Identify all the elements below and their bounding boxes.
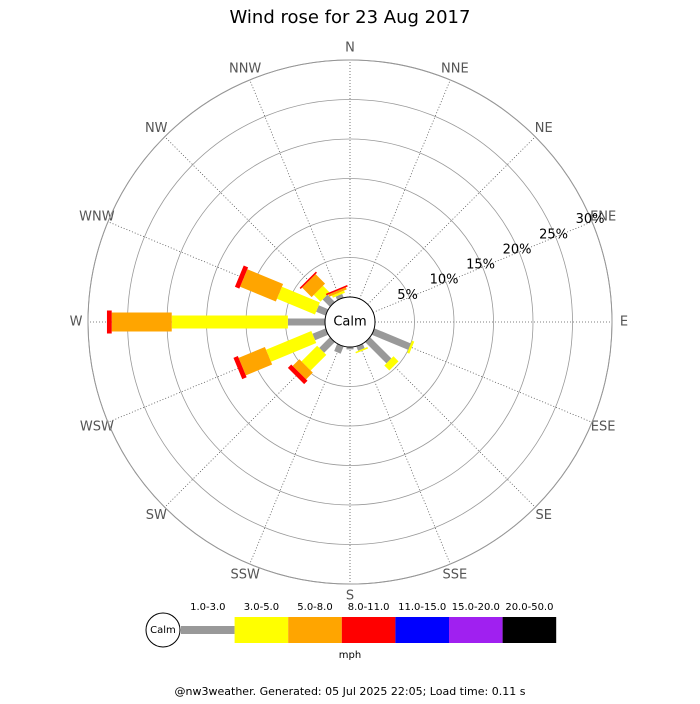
rose-segment [356, 343, 365, 351]
legend-swatch [181, 626, 235, 634]
direction-label: NW [145, 121, 168, 136]
direction-label: N [345, 41, 355, 56]
rose-segment [332, 290, 345, 298]
r-tick-label: 20% [503, 242, 532, 257]
r-tick-label: 30% [576, 212, 605, 227]
rose-segment [335, 293, 344, 301]
rose-segment [371, 328, 411, 350]
direction-label: WNW [79, 210, 115, 225]
direction-label: SSE [442, 568, 467, 583]
legend-label: 11.0-15.0 [398, 602, 446, 613]
direction-label: S [346, 589, 354, 604]
r-tick-label: 25% [539, 227, 568, 242]
unit-label: mph [339, 650, 361, 661]
direction-label: SE [536, 508, 552, 523]
rose-segment [322, 294, 335, 307]
rose-segment [292, 359, 313, 380]
rose-segment [355, 346, 368, 354]
rose-segment [334, 343, 344, 354]
rose-segment [365, 337, 392, 364]
rose-segment [316, 305, 329, 316]
legend-label: 1.0-3.0 [190, 602, 225, 613]
rose-segment [240, 269, 284, 302]
rose-segment [233, 356, 247, 380]
rose-segment [384, 356, 399, 371]
legend-swatch [395, 617, 449, 643]
rose-segment [266, 331, 317, 362]
rose-segment [301, 345, 327, 371]
direction-label: ENE [590, 210, 616, 225]
direction-label: SSW [230, 568, 260, 583]
legend-swatch [234, 617, 289, 643]
direction-label: W [70, 315, 83, 330]
legend-label: 8.0-11.0 [348, 602, 390, 613]
rose-segment [313, 285, 330, 302]
direction-label: SW [146, 508, 167, 523]
direction-label: NE [535, 121, 553, 136]
rose-segment [299, 271, 317, 289]
rose-segment [234, 265, 249, 289]
rose-segment [238, 346, 273, 376]
footer: @nw3weather. Generated: 05 Jul 2025 22:0… [175, 685, 526, 698]
rose-segment [302, 274, 326, 298]
chart-title: Wind rose for 23 Aug 2017 [230, 7, 471, 28]
r-tick-label: 15% [466, 258, 495, 273]
legend-calm [145, 612, 181, 648]
rose-segment [325, 285, 348, 296]
legend-swatch [341, 617, 396, 643]
rose-segment [312, 328, 329, 341]
legend-label: 20.0-50.0 [505, 602, 553, 613]
calm-label: Calm [333, 315, 366, 330]
legend-label: 15.0-20.0 [452, 602, 500, 613]
legend-label: 5.0-8.0 [297, 602, 332, 613]
direction-label: NNW [229, 61, 261, 76]
rose-segment [407, 340, 415, 354]
calm-circle [324, 296, 376, 348]
direction-label: ESE [591, 419, 616, 434]
legend-calm-label: Calm [150, 625, 176, 636]
direction-label: E [620, 315, 628, 330]
legend-swatch [288, 617, 342, 643]
grid-ring [87, 59, 613, 585]
direction-label: NNE [441, 61, 469, 76]
rose-segment [328, 287, 347, 297]
legend-swatch [502, 617, 557, 643]
r-tick-label: 10% [430, 273, 459, 288]
rose-segment [287, 364, 308, 385]
direction-label: WSW [80, 419, 114, 434]
rose-segment [319, 337, 335, 353]
legend-label: 3.0-5.0 [244, 602, 279, 613]
legend-swatch [449, 617, 503, 643]
rose-segment [276, 286, 320, 315]
r-tick-label: 5% [397, 288, 418, 303]
